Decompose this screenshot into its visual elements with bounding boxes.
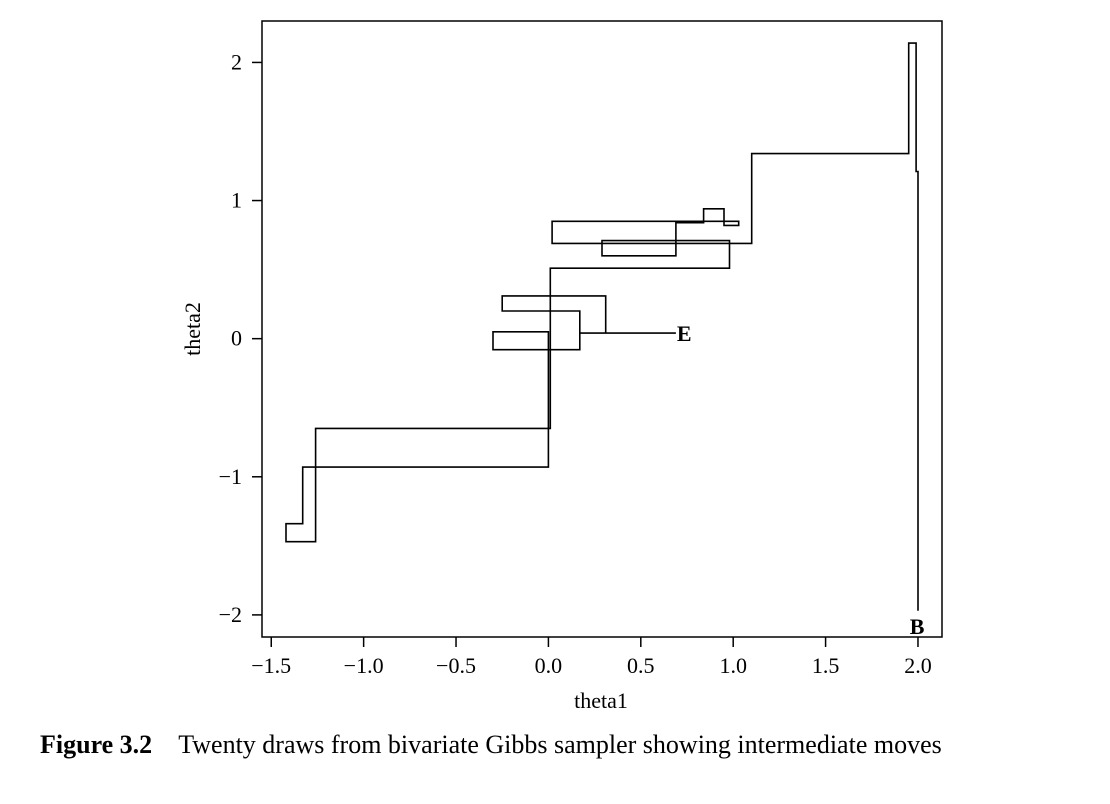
annotations: EB	[677, 321, 925, 639]
figure-caption-label: Figure 3.2	[40, 730, 153, 759]
figure-caption: Figure 3.2 Twenty draws from bivariate Gi…	[40, 730, 942, 760]
y-tick-label: −1	[219, 464, 242, 489]
x-tick-label: 0.0	[535, 653, 563, 678]
x-tick-label: 1.0	[719, 653, 747, 678]
y-tick-label: −2	[219, 602, 242, 627]
x-tick-label: −1.5	[251, 653, 291, 678]
sampler-path	[285, 42, 919, 611]
figure-caption-text: Twenty draws from bivariate Gibbs sample…	[178, 730, 942, 759]
annotation-e: E	[677, 321, 692, 346]
y-tick-label: 0	[231, 326, 242, 351]
x-tick-label: 1.5	[812, 653, 840, 678]
x-tick-label: 2.0	[904, 653, 932, 678]
x-axis: −1.5 −1.0 −0.5 0.0 0.5 1.0 1.5 2.0	[251, 637, 932, 678]
x-tick-label: −0.5	[436, 653, 476, 678]
x-axis-label: theta1	[574, 688, 628, 713]
y-tick-label: 1	[231, 188, 242, 213]
plot-frame	[261, 20, 943, 638]
x-tick-label: −1.0	[344, 653, 384, 678]
annotation-b: B	[910, 614, 925, 639]
y-axis-label: theta2	[180, 302, 205, 356]
x-tick-label: 0.5	[627, 653, 655, 678]
y-tick-label: 2	[231, 49, 242, 74]
y-axis: −2 −1 0 1 2	[219, 49, 262, 627]
